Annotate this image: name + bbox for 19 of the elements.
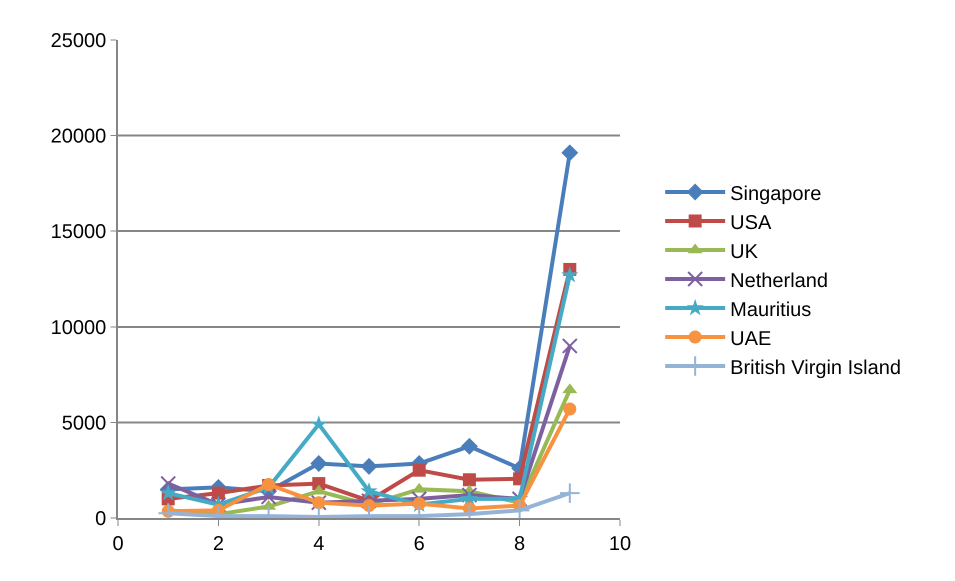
x-tick-label: 0 — [112, 532, 124, 555]
x-tick-label: 8 — [514, 532, 526, 555]
y-tick-label: 15000 — [50, 221, 106, 244]
x-tick-label: 6 — [414, 532, 425, 555]
y-tick-label: 5000 — [62, 412, 106, 434]
legend-label: USA — [730, 212, 772, 234]
y-tick-label: 25000 — [50, 30, 106, 52]
legend-label: UAE — [730, 328, 772, 350]
y-tick-label: 10000 — [50, 316, 106, 339]
x-tick-label: 4 — [313, 532, 324, 555]
x-tick-label: 2 — [212, 532, 224, 555]
legend-label: British Virgin Island — [730, 356, 901, 379]
x-tick-label: 10 — [608, 532, 632, 555]
legend-label: Singapore — [730, 182, 822, 205]
legend-label: UK — [730, 240, 759, 263]
y-tick-label: 0 — [95, 508, 106, 530]
y-tick-label: 20000 — [50, 126, 106, 148]
legend-label: Netherland — [730, 270, 828, 292]
legend-label: Mauritius — [730, 298, 812, 321]
